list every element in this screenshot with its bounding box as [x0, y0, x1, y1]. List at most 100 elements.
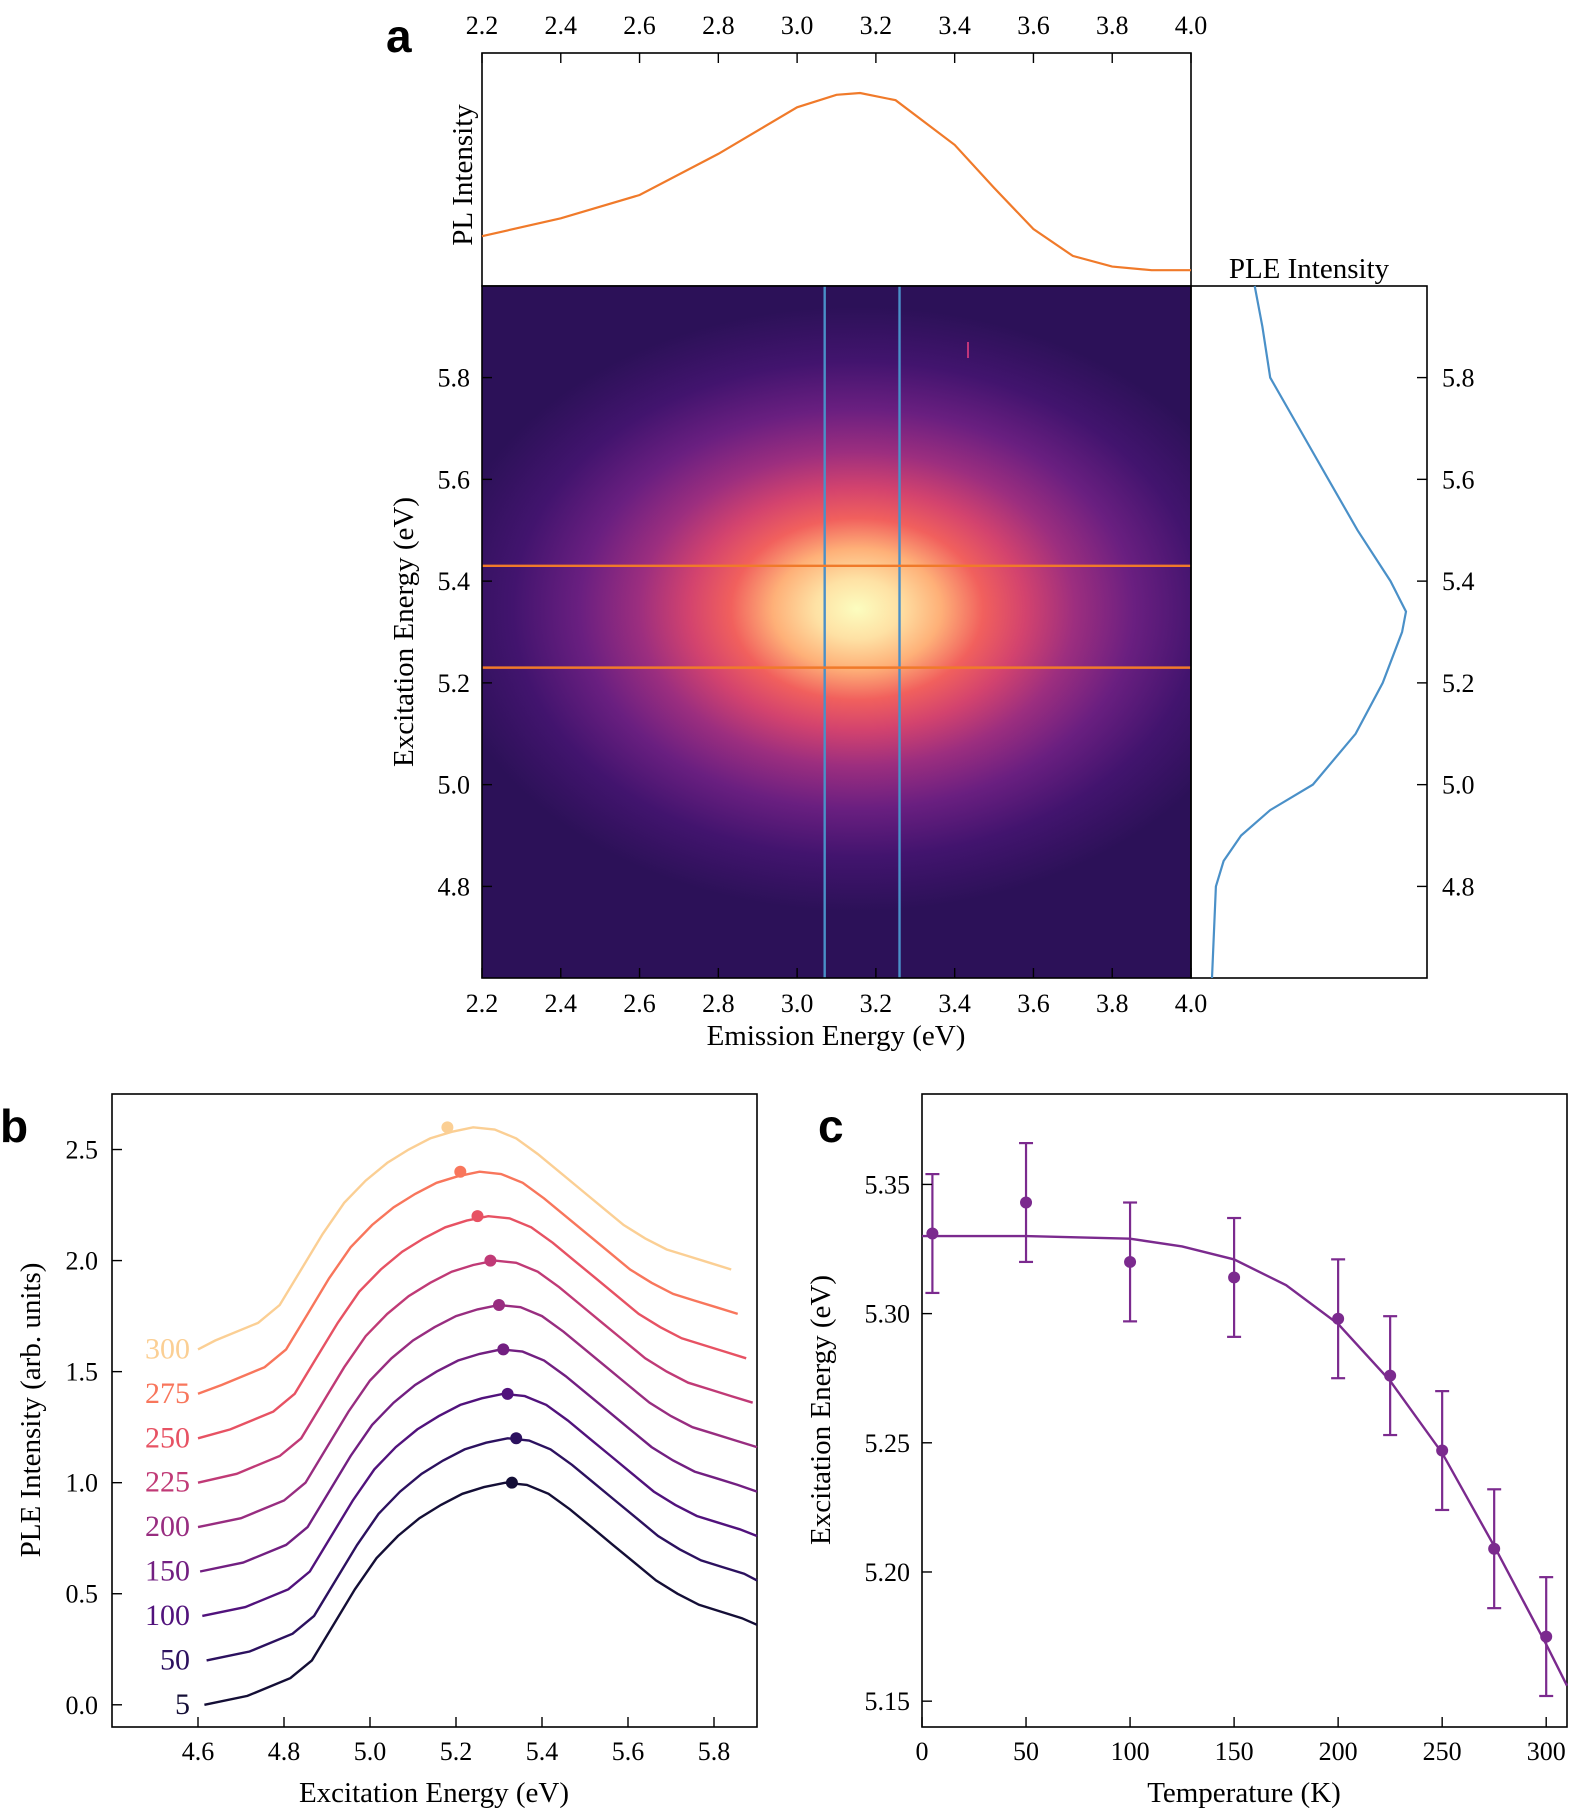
- ple-y-tick-label: 5.2: [1442, 669, 1475, 698]
- peak-marker-275: [454, 1165, 467, 1178]
- panel-b-y-axis-label: PLE Intensity (arb. units): [15, 1263, 47, 1558]
- x-tick-label: 200: [1319, 1737, 1358, 1766]
- pl-x-tick-label: 3.6: [1017, 11, 1050, 40]
- series-label-5: 5: [175, 1688, 190, 1721]
- series-label-300: 300: [145, 1332, 190, 1365]
- data-point-300: [1540, 1630, 1553, 1643]
- data-point-5: [926, 1227, 939, 1240]
- pl-x-tick-label: 2.4: [545, 11, 578, 40]
- heatmap-plot: 2.2 2.4 2.6 2.8 3.0 3.2 3.4 3.6 3.8 4.0 4.8 5.0 5.2…: [388, 285, 1208, 1052]
- y-tick-label: 0.5: [66, 1580, 99, 1609]
- y-tick-label: 5.2: [438, 669, 471, 698]
- ple-y-tick-label: 5.8: [1442, 364, 1475, 393]
- excitation-energy-axis-label: Excitation Energy (eV): [388, 497, 420, 767]
- x-tick-label: 50: [1013, 1737, 1039, 1766]
- panel-c-x-axis-label: Temperature (K): [1147, 1777, 1341, 1809]
- series-label-100: 100: [145, 1599, 190, 1632]
- x-tick-label: 250: [1423, 1737, 1462, 1766]
- peak-marker-150: [497, 1343, 510, 1356]
- ple-profile-frame: [1190, 285, 1428, 979]
- data-point-225: [1384, 1369, 1397, 1382]
- series-line-5: [204, 1481, 758, 1706]
- pl-intensity-curve: [481, 91, 1191, 272]
- pl-x-tick-label: 3.4: [938, 11, 971, 40]
- panel-c-x-ticks: 0 50 100 150 200 250 300: [916, 1717, 1566, 1766]
- peak-marker-200: [493, 1299, 505, 1311]
- y-tick-label: 1.5: [66, 1358, 99, 1387]
- series-label-150: 150: [145, 1555, 190, 1588]
- ple-y-tick-label: 5.6: [1442, 465, 1475, 494]
- panel-b: b 5 50 100 150 200 225 250 275 300 4.6 4.8 5.0 5.2 5…: [0, 1093, 758, 1809]
- x-tick-label: 100: [1111, 1737, 1150, 1766]
- peak-marker-100: [501, 1387, 514, 1400]
- series-label-200: 200: [145, 1510, 190, 1543]
- y-tick-label: 5.20: [865, 1558, 911, 1587]
- x-tick-label: 5.0: [354, 1737, 387, 1766]
- fit-curve: [922, 1234, 1569, 1687]
- series-label-50: 50: [160, 1643, 190, 1676]
- cursor-lines: [482, 286, 1191, 978]
- x-tick-label: 4.0: [1175, 989, 1208, 1018]
- heatmap-artifact-pixel: [967, 342, 969, 358]
- x-tick-label: 2.8: [702, 989, 735, 1018]
- ple-y-tick-label: 4.8: [1442, 872, 1475, 901]
- pl-x-tick-label: 3.0: [781, 11, 814, 40]
- peak-marker-5: [505, 1476, 518, 1489]
- data-point-150: [1228, 1271, 1241, 1284]
- panel-b-x-ticks: 4.6 4.8 5.0 5.2 5.4 5.6 5.8: [182, 1717, 730, 1766]
- x-tick-label: 5.6: [612, 1737, 645, 1766]
- panel-b-y-ticks: 0.0 0.5 1.0 1.5 2.0 2.5: [66, 1136, 122, 1720]
- emission-energy-axis-label: Emission Energy (eV): [707, 1020, 966, 1052]
- series-line-150: [199, 1348, 758, 1573]
- series-line-200: [197, 1303, 758, 1529]
- y-tick-label: 5.4: [438, 567, 471, 596]
- series-line-225: [197, 1259, 754, 1484]
- heatmap-y-ticks: 4.8 5.0 5.2 5.4 5.6 5.8: [438, 364, 492, 901]
- y-tick-label: 5.6: [438, 465, 471, 494]
- peak-marker-250: [471, 1210, 484, 1223]
- data-point-200: [1332, 1312, 1345, 1325]
- ple-profile-plot: 4.8 5.0 5.2 5.4 5.6 5.8 PLE Intensity: [1190, 253, 1475, 979]
- x-tick-label: 5.2: [440, 1737, 473, 1766]
- data-point-100: [1124, 1255, 1137, 1268]
- x-tick-label: 5.4: [526, 1737, 559, 1766]
- x-tick-label: 2.4: [545, 989, 578, 1018]
- panel-b-frame: [111, 1093, 758, 1728]
- x-tick-label: 0: [916, 1737, 929, 1766]
- panel-c-y-axis-label: Excitation Energy (eV): [805, 1275, 837, 1545]
- heatmap-x-ticks: 2.2 2.4 2.6 2.8 3.0 3.2 3.4 3.6 3.8 4.0: [466, 968, 1208, 1018]
- pl-x-tick-label: 3.2: [860, 11, 893, 40]
- ple-y-tick-label: 5.4: [1442, 567, 1475, 596]
- x-tick-label: 4.6: [182, 1737, 215, 1766]
- peak-marker-300: [441, 1121, 454, 1134]
- ple-right-axis-ticks: 4.8 5.0 5.2 5.4 5.6 5.8: [1417, 364, 1475, 901]
- peak-marker-50: [510, 1432, 523, 1445]
- ple-intensity-curve: [1210, 285, 1408, 979]
- data-points-with-error-bars: [925, 1141, 1554, 1698]
- series-label-275: 275: [145, 1377, 190, 1410]
- ple-temperature-series: 5 50 100 150 200 225 250 275 300: [145, 1121, 758, 1721]
- pl-x-tick-label: 2.6: [623, 11, 656, 40]
- x-tick-label: 2.6: [623, 989, 656, 1018]
- x-tick-label: 150: [1215, 1737, 1254, 1766]
- y-tick-label: 5.30: [865, 1300, 911, 1329]
- ple-y-tick-label: 5.0: [1442, 771, 1475, 800]
- pl-profile-frame: [481, 52, 1192, 287]
- y-tick-label: 5.15: [865, 1687, 911, 1716]
- panel-a: a 2.2 2.4 2.6 2.8 3.0 3.2 3.4 3.6 3.8 4.0 PL Inte…: [386, 10, 1475, 1052]
- y-tick-label: 5.35: [865, 1170, 911, 1199]
- pl-x-tick-label: 3.8: [1096, 11, 1129, 40]
- x-tick-label: 3.0: [781, 989, 814, 1018]
- y-tick-label: 0.0: [66, 1691, 99, 1720]
- panel-b-x-axis-label: Excitation Energy (eV): [299, 1777, 569, 1809]
- ple-intensity-label: PLE Intensity: [1229, 253, 1390, 285]
- x-tick-label: 3.8: [1096, 989, 1129, 1018]
- pl-x-tick-label: 2.2: [466, 11, 499, 40]
- y-tick-label: 2.0: [66, 1247, 99, 1276]
- pl-top-axis-ticks: 2.2 2.4 2.6 2.8 3.0 3.2 3.4 3.6 3.8 4.0: [466, 11, 1207, 63]
- series-line-100: [202, 1392, 758, 1618]
- panel-c-frame: [921, 1093, 1568, 1728]
- data-point-250: [1436, 1444, 1449, 1457]
- panel-c: c 0 50 100 150 200 250 300 5.15 5.20 5.25 5.30 5.3…: [805, 1093, 1569, 1809]
